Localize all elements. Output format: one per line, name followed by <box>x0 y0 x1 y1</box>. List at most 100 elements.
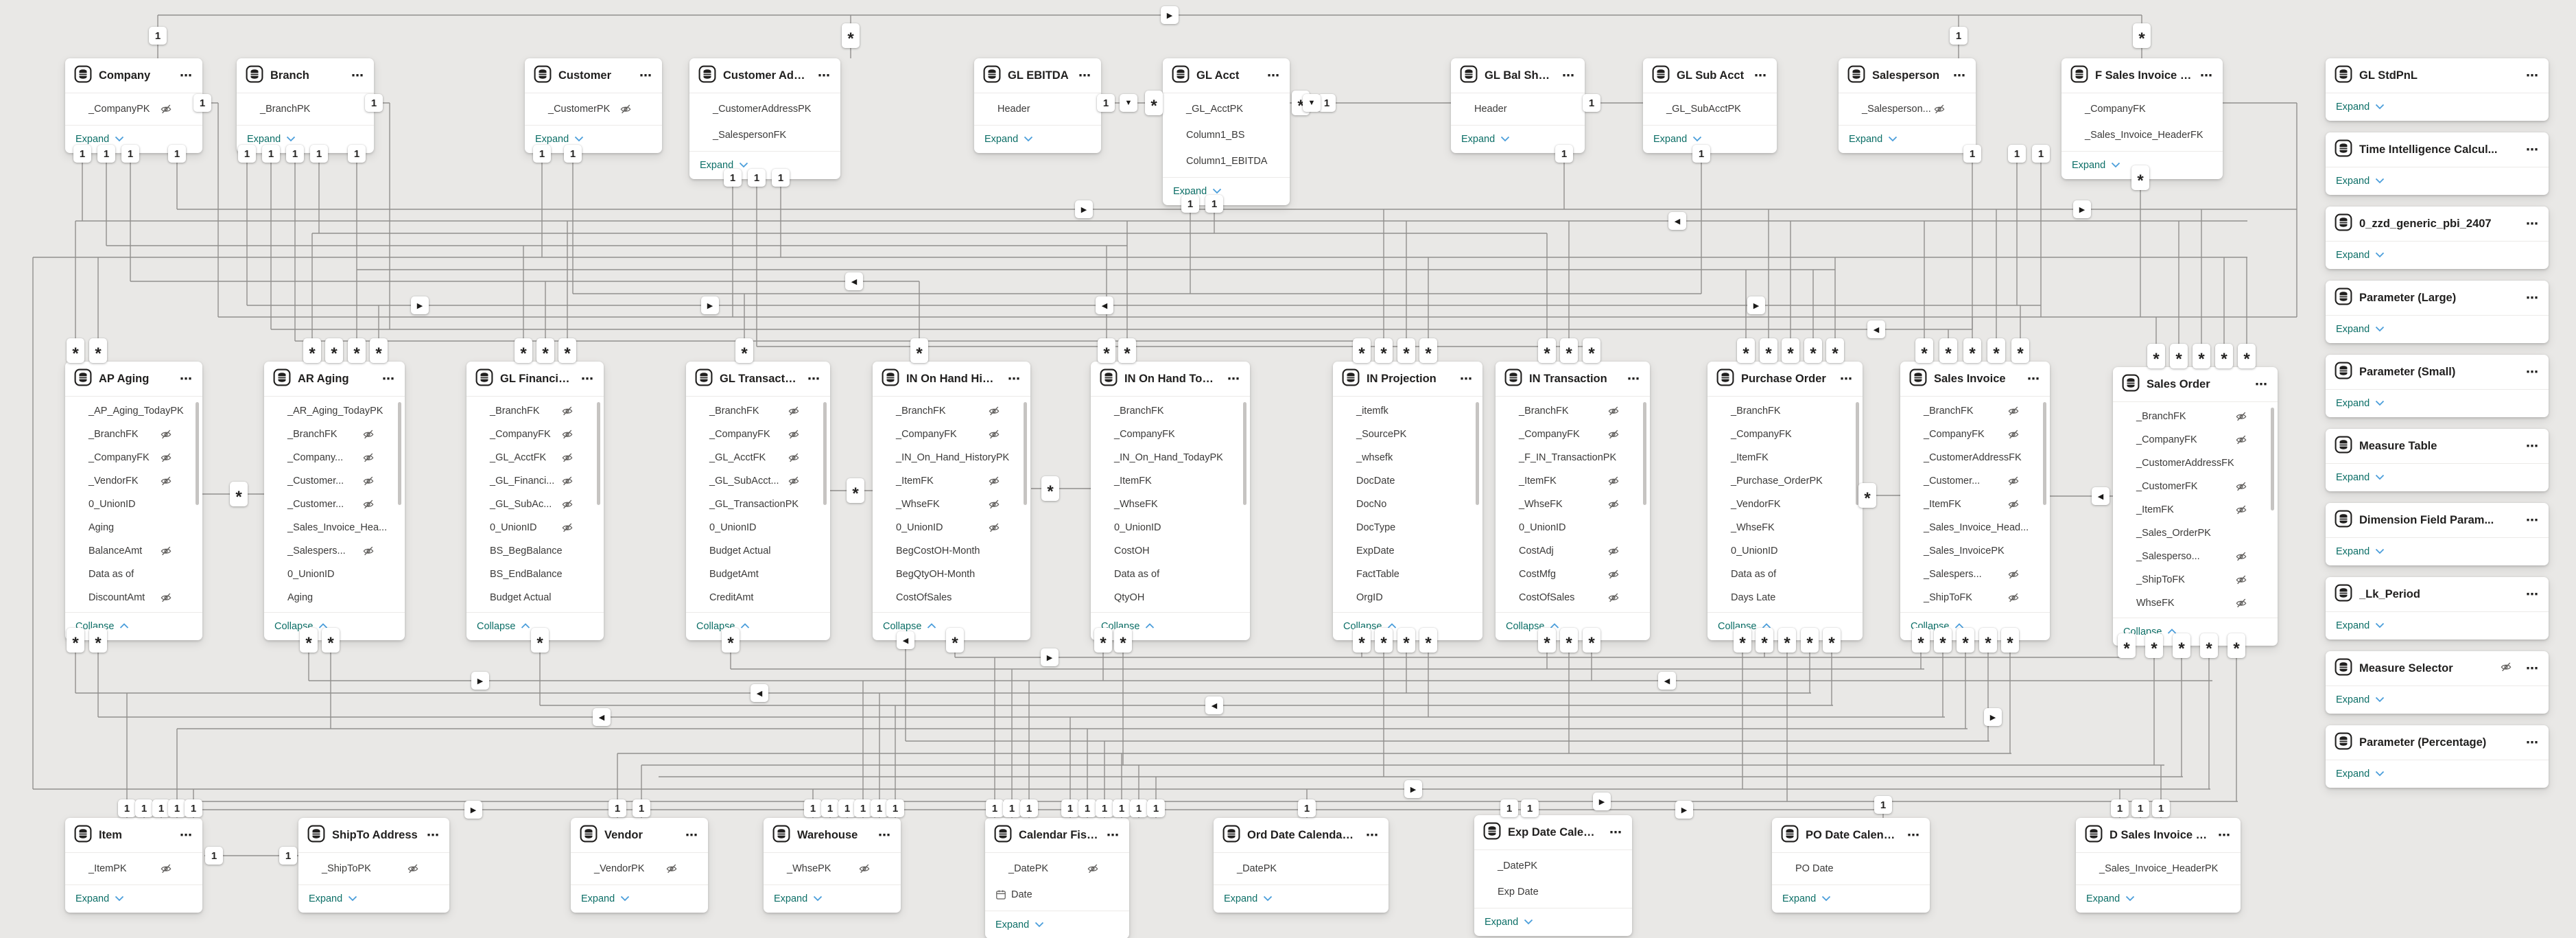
cardinality-one-badge[interactable]: 1 <box>2111 799 2129 817</box>
field-row[interactable]: _CompanyFK <box>686 423 830 446</box>
cardinality-one-badge[interactable]: 1 <box>1061 799 1079 817</box>
cardinality-many-badge[interactable]: * <box>1145 91 1163 115</box>
field-row[interactable]: _Sales_InvoicePK <box>1900 539 2050 563</box>
field-row[interactable]: BS_EndBalance <box>466 563 604 586</box>
more-options-button[interactable]: ⋯ <box>1609 825 1622 839</box>
collapse-toggle[interactable]: Collapse <box>1496 612 1650 640</box>
cardinality-many-badge[interactable]: * <box>2147 344 2165 368</box>
cardinality-one-badge[interactable]: 1 <box>2152 799 2170 817</box>
expand-toggle[interactable]: Expand <box>525 125 662 153</box>
expand-toggle[interactable]: Expand <box>237 125 374 153</box>
cardinality-many-badge[interactable]: * <box>89 338 107 363</box>
cardinality-many-badge[interactable]: * <box>1094 628 1112 653</box>
cardinality-one-badge[interactable]: 1 <box>2008 145 2026 163</box>
cardinality-many-badge[interactable]: * <box>1912 628 1930 653</box>
cardinality-many-badge[interactable]: * <box>1098 338 1115 363</box>
field-row[interactable]: _BranchPK <box>237 96 374 122</box>
cardinality-many-badge[interactable]: * <box>842 23 860 48</box>
cardinality-many-badge[interactable]: * <box>1375 628 1393 653</box>
cardinality-one-badge[interactable]: 1 <box>193 94 211 112</box>
cardinality-many-badge[interactable]: * <box>1397 338 1415 363</box>
cardinality-many-badge[interactable]: * <box>2238 344 2256 368</box>
cardinality-many-badge[interactable]: * <box>89 628 107 653</box>
field-row[interactable]: Budget Actual <box>686 539 830 563</box>
table-card-customer-address[interactable]: Customer Address ⋯ _CustomerAddressPK _Sale… <box>689 58 840 179</box>
collapse-toggle[interactable]: Collapse <box>65 612 202 640</box>
field-row[interactable]: _Company... <box>264 446 405 469</box>
field-row[interactable]: CostOfSales <box>873 586 1030 609</box>
expand-toggle[interactable]: Expand <box>1214 884 1389 913</box>
more-options-button[interactable]: ⋯ <box>427 828 439 842</box>
field-row[interactable]: _Salespers... <box>264 539 405 563</box>
field-row[interactable]: 0_UnionID <box>686 516 830 539</box>
field-row[interactable]: _BranchFK <box>1496 399 1650 423</box>
scrollbar-thumb[interactable] <box>1476 402 1479 505</box>
expand-toggle[interactable]: Expand <box>1839 125 1976 153</box>
table-card-po-date-calendar-fiscal[interactable]: PO Date Calendar Fiscal ⋯ PO Date Expand <box>1772 818 1930 913</box>
table-card-measure-selector[interactable]: Measure Selector ⋯ Expand <box>2326 651 2549 714</box>
cardinality-one-badge[interactable]: 1 <box>821 799 839 817</box>
filter-direction-arrow-d[interactable]: ▼ <box>1120 94 1137 112</box>
field-row[interactable]: Header <box>974 96 1101 122</box>
cardinality-many-badge[interactable]: * <box>1979 628 1997 653</box>
cardinality-many-badge[interactable]: * <box>946 628 964 653</box>
field-row[interactable]: _BranchFK <box>264 423 405 446</box>
cardinality-many-badge[interactable]: * <box>2173 633 2190 658</box>
field-row[interactable]: CostOfSales <box>1496 586 1650 609</box>
cardinality-one-badge[interactable]: 1 <box>135 799 153 817</box>
field-row[interactable]: _itemfk <box>1333 399 1482 423</box>
cardinality-one-badge[interactable]: 1 <box>2131 799 2149 817</box>
cardinality-one-badge[interactable]: 1 <box>1147 799 1165 817</box>
cardinality-many-badge[interactable]: * <box>1801 628 1819 653</box>
collapse-toggle[interactable]: Collapse <box>686 612 830 640</box>
field-row[interactable]: _WhseFK <box>1496 493 1650 516</box>
cardinality-one-badge[interactable]: 1 <box>1692 145 1710 163</box>
cardinality-many-badge[interactable]: * <box>67 338 84 363</box>
field-row[interactable]: WhseFK <box>2113 591 2278 615</box>
cardinality-many-badge[interactable]: * <box>1760 338 1777 363</box>
field-row[interactable]: _Sales_Invoice_HeaderPK <box>2076 856 2241 882</box>
field-row[interactable]: Aging <box>264 586 405 609</box>
cardinality-many-badge[interactable]: * <box>300 628 318 653</box>
table-card-gl-ebitda[interactable]: GL EBITDA ⋯ Header Expand <box>974 58 1101 153</box>
cardinality-one-badge[interactable]: 1 <box>238 145 256 163</box>
cardinality-one-badge[interactable]: 1 <box>262 145 280 163</box>
cardinality-one-badge[interactable]: 1 <box>986 799 1004 817</box>
cardinality-many-badge[interactable]: * <box>1826 338 1844 363</box>
field-row[interactable]: _CompanyFK <box>873 423 1030 446</box>
field-row[interactable]: _BranchFK <box>1091 399 1250 423</box>
more-options-button[interactable]: ⋯ <box>1227 371 1240 386</box>
cardinality-many-badge[interactable]: * <box>2133 23 2151 48</box>
field-row[interactable]: _CompanyPK <box>65 96 202 122</box>
more-options-button[interactable]: ⋯ <box>2218 828 2230 842</box>
cardinality-one-badge[interactable]: 1 <box>1318 94 1336 112</box>
field-row[interactable]: 0_UnionID <box>65 493 202 516</box>
cardinality-many-badge[interactable]: * <box>536 338 554 363</box>
more-options-button[interactable]: ⋯ <box>2526 438 2538 453</box>
field-row[interactable]: Data as of <box>1091 563 1250 586</box>
cardinality-one-badge[interactable]: 1 <box>149 27 167 45</box>
cardinality-one-badge[interactable]: 1 <box>1113 799 1131 817</box>
scrollbar-thumb[interactable] <box>597 402 600 505</box>
field-row[interactable]: _ItemPK <box>65 856 202 882</box>
expand-toggle[interactable]: Expand <box>65 125 202 153</box>
cardinality-one-badge[interactable]: 1 <box>1003 799 1021 817</box>
field-row[interactable]: _F_IN_TransactionPK <box>1496 446 1650 469</box>
field-row[interactable]: DocType <box>1333 516 1482 539</box>
table-card-sales-order[interactable]: Sales Order ⋯ _BranchFK _CompanyFK _Customer… <box>2113 367 2278 646</box>
table-card-parameter-small[interactable]: Parameter (Small) ⋯ Expand <box>2326 355 2549 417</box>
field-row[interactable]: _Salesperso... <box>2113 545 2278 568</box>
table-card-parameter-large[interactable]: Parameter (Large) ⋯ Expand <box>2326 281 2549 343</box>
more-options-button[interactable]: ⋯ <box>1366 828 1378 842</box>
field-row[interactable]: _BranchFK <box>2113 405 2278 428</box>
field-row[interactable]: _GL_SubAc... <box>466 493 604 516</box>
field-row[interactable]: 0_UnionID <box>1091 516 1250 539</box>
more-options-button[interactable]: ⋯ <box>2526 68 2538 82</box>
more-options-button[interactable]: ⋯ <box>1562 68 1574 82</box>
field-row[interactable]: _GL_Financi... <box>466 469 604 493</box>
field-row[interactable]: _BranchFK <box>65 423 202 446</box>
expand-toggle[interactable]: Expand <box>2326 93 2549 121</box>
field-row[interactable]: 0_UnionID <box>1496 516 1650 539</box>
cardinality-one-badge[interactable]: 1 <box>1205 195 1223 213</box>
field-row[interactable]: _DatePK <box>1474 853 1632 879</box>
